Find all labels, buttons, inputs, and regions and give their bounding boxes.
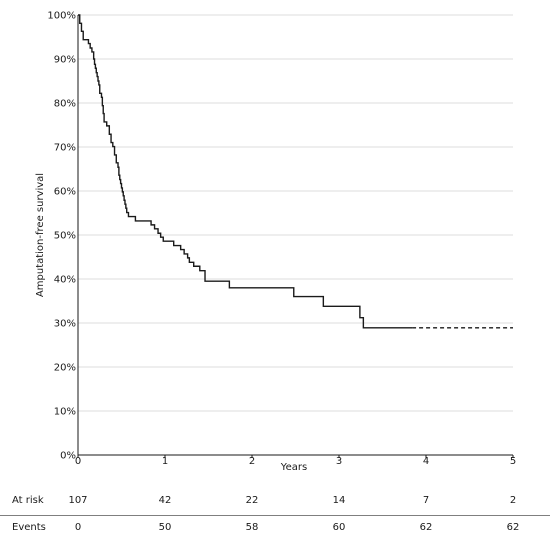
y-axis-title: Amputation-free survival [35, 173, 46, 297]
risk-table-value-events-0: 0 [75, 522, 81, 533]
risk-table-value-at-risk-0: 107 [68, 495, 87, 506]
risk-table-value-events-4: 62 [420, 522, 433, 533]
y-tick-label-50: 50% [54, 231, 76, 242]
risk-table-row-label-events: Events [12, 522, 46, 533]
x-tick-label-3: 3 [336, 456, 342, 467]
risk-table-values: 107 42 22 14 7 2 0 50 58 60 62 62 [68, 495, 519, 533]
survival-curve [78, 14, 413, 329]
x-tick-label-5: 5 [510, 456, 516, 467]
y-tick-label-20: 20% [54, 363, 76, 374]
risk-table-value-at-risk-3: 14 [333, 495, 346, 506]
risk-table-value-at-risk-4: 7 [423, 495, 429, 506]
y-tick-label-80: 80% [54, 99, 76, 110]
y-tick-label-40: 40% [54, 275, 76, 286]
x-axis-title: Years [280, 462, 307, 473]
y-tick-label-10: 10% [54, 407, 76, 418]
risk-table-value-events-3: 60 [333, 522, 346, 533]
risk-table-value-at-risk-5: 2 [510, 495, 516, 506]
axes [77, 15, 513, 456]
x-tick-labels: 0 1 2 3 4 5 [75, 455, 516, 467]
risk-table-value-at-risk-2: 22 [246, 495, 259, 506]
risk-table-row-label-at-risk: At risk [12, 495, 44, 506]
y-tick-labels: 0% 10% 20% 30% 40% 50% 60% 70% 80% 90% 100% [47, 11, 76, 462]
risk-table-value-events-2: 58 [246, 522, 259, 533]
y-tick-label-100: 100% [47, 11, 76, 22]
y-tick-label-0: 0% [60, 451, 76, 462]
x-tick-label-1: 1 [162, 456, 168, 467]
x-tick-label-0: 0 [75, 456, 81, 467]
y-tick-label-60: 60% [54, 187, 76, 198]
y-tick-label-30: 30% [54, 319, 76, 330]
risk-table-value-events-5: 62 [507, 522, 520, 533]
risk-table: At risk Events 107 42 22 14 7 2 0 50 58 60 62 62 [0, 495, 550, 533]
gridlines [78, 14, 513, 412]
x-tick-label-4: 4 [423, 456, 429, 467]
survival-curve-layer [78, 14, 513, 329]
x-tick-label-2: 2 [249, 456, 255, 467]
y-tick-label-90: 90% [54, 55, 76, 66]
y-tick-label-70: 70% [54, 143, 76, 154]
risk-table-value-at-risk-1: 42 [159, 495, 172, 506]
risk-table-value-events-1: 50 [159, 522, 172, 533]
